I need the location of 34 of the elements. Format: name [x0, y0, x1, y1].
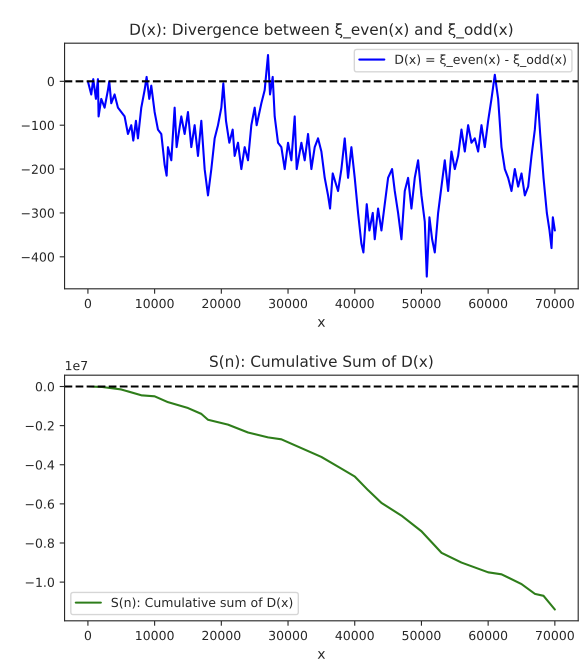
x-axis-title: x	[318, 319, 326, 327]
x-tick-label: 60000	[469, 630, 508, 640]
y-tick-label: −400	[22, 252, 54, 262]
x-tick-label: 10000	[136, 630, 174, 640]
chart-title: S(n): Cumulative Sum of D(x)	[210, 355, 432, 369]
x-tick-label: 50000	[402, 298, 440, 308]
y-tick-label: −300	[22, 208, 54, 218]
x-tick-label: 30000	[269, 298, 308, 308]
y-tick-label: −0.4	[26, 460, 54, 470]
x-tick-label: 70000	[536, 298, 574, 308]
y-tick-label: −200	[22, 164, 54, 174]
y-tick-label: −0.8	[26, 538, 54, 548]
x-tick-label: 40000	[335, 630, 374, 640]
x-tick-label: 20000	[202, 630, 240, 640]
x-tick-label: 0	[84, 630, 92, 640]
x-axis-title: x	[318, 651, 326, 659]
x-tick-label: 20000	[202, 298, 240, 308]
chart-title: D(x): Divergence between ξ_even(x) and ξ_odd(x)	[130, 23, 512, 38]
x-tick-label: 30000	[269, 630, 308, 640]
x-tick-label: 70000	[536, 630, 574, 640]
y-tick-label: 0	[48, 76, 54, 86]
y-tick-label: −100	[22, 120, 54, 130]
x-tick-label: 0	[84, 298, 92, 308]
text: 1e7	[66, 360, 88, 370]
x-tick-label: 50000	[402, 630, 440, 640]
x-tick-label: 10000	[136, 298, 174, 308]
x-tick-label: 60000	[469, 298, 508, 308]
x-tick-label: 40000	[335, 298, 374, 308]
y-tick-label: −1.0	[26, 578, 54, 588]
y-tick-label: −0.2	[26, 421, 54, 431]
legend-label: D(x) = ξ_even(x) - ξ_odd(x)	[396, 54, 566, 67]
legend-label: S(n): Cumulative sum of D(x)	[112, 597, 292, 609]
y-tick-label: 0.0	[36, 382, 54, 392]
y-tick-label: −0.6	[26, 499, 54, 509]
